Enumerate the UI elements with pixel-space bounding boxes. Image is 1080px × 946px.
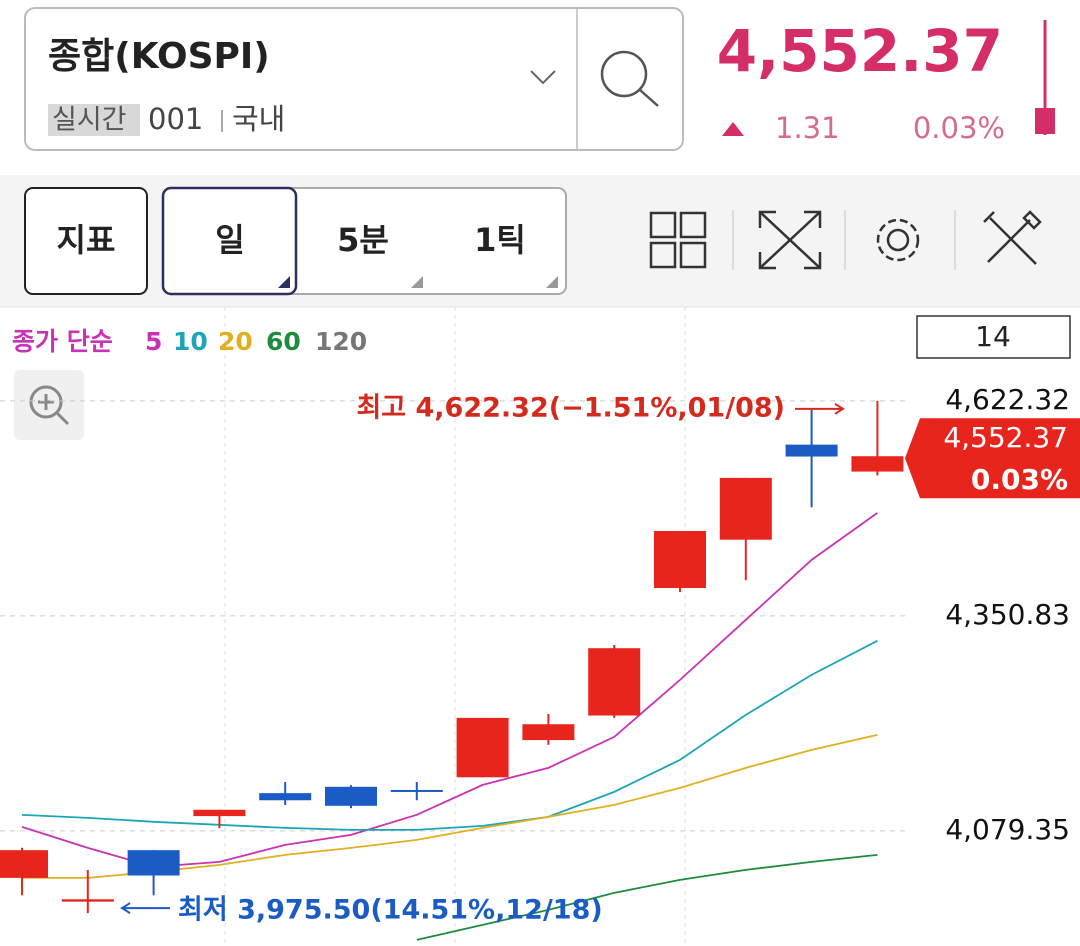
- tag-bg: [48, 104, 140, 136]
- candle-body: [127, 850, 180, 876]
- price-tag-value: 4,552.37: [943, 421, 1068, 454]
- change-pct: 0.03%: [913, 111, 1005, 145]
- market: 국내: [232, 102, 285, 136]
- price-tag-change: 0.03%: [971, 463, 1068, 496]
- candle-body: [390, 789, 443, 792]
- price: 4,552.37: [717, 17, 1003, 85]
- legend-entry: 10: [173, 327, 208, 356]
- layout-icon[interactable]: [649, 211, 707, 269]
- count-box[interactable]: [916, 315, 1071, 359]
- candle-body: [193, 809, 246, 817]
- y-tick-label: 4,350.83: [945, 598, 1070, 631]
- period-tick[interactable]: 1틱: [474, 221, 526, 259]
- candle-body: [259, 793, 312, 801]
- legend-entry: 20: [218, 327, 253, 356]
- legend-entry: 5: [145, 327, 162, 356]
- candle-body: [588, 648, 641, 716]
- expand-icon[interactable]: [758, 210, 822, 270]
- dropdown-chevron[interactable]: [530, 70, 556, 85]
- candle-body: [325, 786, 377, 806]
- period-day[interactable]: 일: [215, 221, 244, 259]
- low-annotation: 최저 3,975.50(14.51%,12/18): [178, 895, 603, 926]
- candle-body: [719, 477, 772, 540]
- high-arrow: [795, 402, 845, 415]
- settings-icon[interactable]: [876, 218, 920, 262]
- legend-entry: 120: [315, 327, 367, 356]
- chart-bg: [0, 307, 1080, 946]
- low-arrow: [120, 902, 170, 914]
- index-name: 종합(KOSPI): [48, 36, 270, 77]
- y-tick-label: 4,622.32: [945, 383, 1070, 416]
- change: 1.31: [775, 111, 840, 145]
- candle-body: [522, 724, 575, 741]
- candle-body: [61, 899, 114, 902]
- candle-body: [654, 530, 706, 589]
- ma-line: [416, 854, 878, 941]
- y-tick-label: 4,079.35: [945, 813, 1070, 846]
- up-arrow: [722, 122, 744, 136]
- candle-body: [785, 444, 838, 457]
- zoom-icon: [29, 385, 63, 419]
- search-box[interactable]: [24, 7, 684, 151]
- legend-entry: 60: [266, 327, 301, 356]
- price-tag: [905, 418, 1080, 499]
- indicator-button[interactable]: [24, 187, 148, 295]
- zoom-button[interactable]: [14, 370, 84, 440]
- candle-body: [0, 850, 48, 878]
- date-grid: [224, 307, 686, 946]
- tag: 실시간: [52, 105, 127, 136]
- corner-mark: [278, 276, 290, 288]
- search-icon[interactable]: [600, 50, 648, 98]
- code: 001: [148, 102, 203, 136]
- corner-mark: [546, 276, 558, 288]
- high-annotation: 최고 4,622.32(−1.51%,01/08): [356, 392, 785, 423]
- ma-line: [21, 640, 878, 831]
- period-5min[interactable]: 5분: [337, 221, 389, 259]
- candle-body: [851, 456, 904, 472]
- visible-count: 14: [975, 320, 1011, 353]
- candle-body: [456, 717, 509, 778]
- mini-candle-body: [1035, 108, 1055, 134]
- period-selected[interactable]: [161, 186, 298, 296]
- tools-icon[interactable]: [983, 210, 1042, 265]
- legend-label: 종가 단순: [12, 327, 113, 356]
- indicator-label: 지표: [57, 221, 116, 259]
- corner-mark: [411, 276, 423, 288]
- zoom-icon-lines: [38, 394, 70, 426]
- search-icon-handle: [639, 89, 659, 107]
